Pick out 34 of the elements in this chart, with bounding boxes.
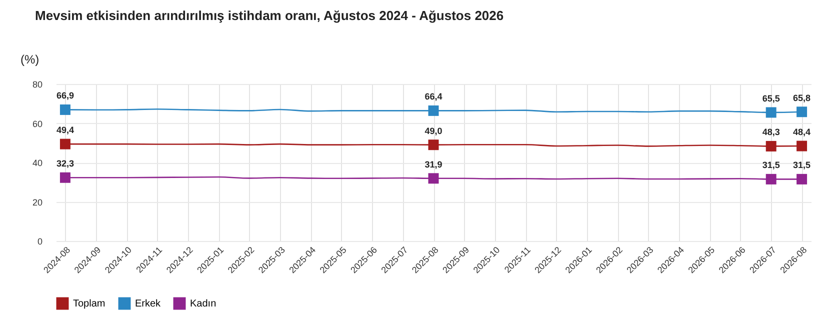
data-label: 66,4 [424,92,442,102]
data-label: 65,5 [762,93,780,104]
data-label: 32,3 [56,158,74,169]
data-label: 49,0 [424,126,442,136]
y-axis-title: (%) [20,52,40,66]
y-tick-label: 40 [32,158,42,168]
data-label: 31,5 [793,160,811,170]
legend-label: Erkek [135,298,162,310]
point [796,174,808,184]
point [60,138,70,150]
point [766,174,776,184]
point [60,172,70,183]
legend-label: Toplam [73,298,106,310]
point [428,105,439,116]
data-label: 49,4 [56,125,74,136]
y-tick-label: 80 [32,80,42,90]
y-tick-label: 60 [32,118,42,129]
legend-label: Kadın [190,298,216,310]
point [60,104,70,115]
point [766,107,776,118]
point [796,140,808,152]
chart-title: Mevsim etkisinden arındırılmış istihdam oranı, Ağustos 2024 - Ağustos 2026 [35,8,504,23]
data-label: 31,9 [424,159,442,170]
data-label: 31,5 [762,160,780,170]
data-label: 48,4 [793,127,811,138]
data-label: 65,8 [793,92,811,103]
data-label: 66,9 [56,90,74,101]
point [428,173,439,184]
data-label: 48,3 [762,127,780,138]
point [428,140,439,150]
y-tick-label: 0 [37,236,42,246]
point [796,106,808,118]
point [766,140,776,152]
y-tick-label: 20 [32,197,42,208]
